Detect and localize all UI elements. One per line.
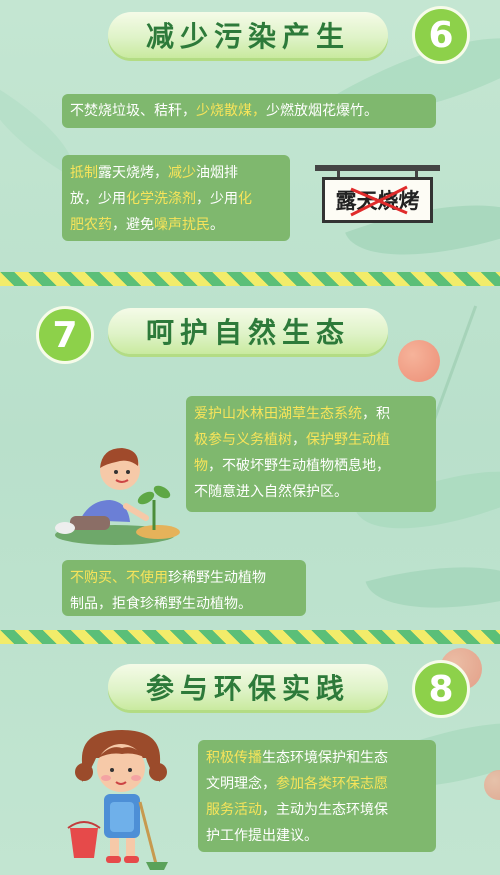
section8-title: 参与环保实践 (108, 664, 388, 710)
sign-post (337, 171, 340, 179)
no-barbecue-sign: 露天烧烤 (315, 165, 440, 230)
highlight-text: 物 (194, 458, 208, 474)
sign-bar (315, 165, 440, 171)
section7-text-box-1: 爱护山水林田湖草生态系统，积 极参与义务植树，保护野生动植 物，不破坏野生动植物… (186, 396, 436, 512)
text: ，少用 (196, 191, 238, 207)
orb-decoration (484, 770, 500, 800)
stripe-divider (0, 630, 500, 644)
text: 油烟排 (196, 165, 238, 181)
highlight-text: 服务活动 (206, 802, 262, 818)
sign-post (415, 171, 418, 179)
text: 护工作提出建议。 (206, 828, 318, 844)
highlight-text: 参加各类环保志愿 (276, 776, 388, 792)
text: 放，少用 (70, 191, 126, 207)
highlight-text: 少烧散煤， (196, 103, 266, 119)
highlight-text: 不购买、不使用 (70, 570, 168, 586)
highlight-text: 化 (238, 191, 252, 207)
boy-planting-illustration (55, 448, 180, 545)
text: 不焚烧垃圾、秸秆， (70, 103, 196, 119)
section6-text-box-1: 不焚烧垃圾、秸秆，少烧散煤，少燃放烟花爆竹。 (62, 94, 436, 128)
highlight-text: 积极传播 (206, 750, 262, 766)
highlight-text: 保护野生动植 (306, 432, 390, 448)
girl-cleaning-illustration (67, 730, 168, 870)
text: ，主动为生态环境保 (262, 802, 388, 818)
section8-number-badge: 8 (412, 660, 470, 718)
text: 制品，拒食珍稀野生动植物。 (70, 596, 252, 612)
text: ，积 (362, 406, 390, 422)
section6-number-badge: 6 (412, 6, 470, 64)
text: 不随意进入自然保护区。 (194, 484, 348, 500)
section7-number-badge: 7 (36, 306, 94, 364)
section8-text-box-1: 积极传播生态环境保护和生态 文明理念，参加各类环保志愿 服务活动，主动为生态环境… (198, 740, 436, 852)
text: 珍稀野生动植物 (168, 570, 266, 586)
highlight-text: 减少 (168, 165, 196, 181)
cross-out-icon (350, 185, 408, 217)
text: 生态环境保护和生态 (262, 750, 388, 766)
text: 露天烧烤， (98, 165, 168, 181)
text: 文明理念， (206, 776, 276, 792)
text: 。 (210, 217, 224, 233)
text: ，避免 (112, 217, 154, 233)
section7-title: 呵护自然生态 (108, 308, 388, 354)
section7-text-box-2: 不购买、不使用珍稀野生动植物 制品，拒食珍稀野生动植物。 (62, 560, 306, 616)
highlight-text: 抵制 (70, 165, 98, 181)
highlight-text: 化学洗涤剂 (126, 191, 196, 207)
section6-title: 减少污染产生 (108, 12, 388, 58)
section6-text-box-2: 抵制露天烧烤，减少油烟排 放，少用化学洗涤剂，少用化 肥农药，避免噪声扰民。 (62, 155, 290, 241)
highlight-text: 爱护山水林田湖草生态系统 (194, 406, 362, 422)
highlight-text: 肥农药 (70, 217, 112, 233)
highlight-text: 极参与义务植树 (194, 432, 292, 448)
leaf-decoration (365, 540, 500, 635)
text: 少燃放烟花爆竹。 (266, 103, 378, 119)
highlight-text: 噪声扰民 (154, 217, 210, 233)
text: ，不破坏野生动植物栖息地， (208, 458, 390, 474)
text: ， (292, 432, 306, 448)
stripe-divider (0, 272, 500, 286)
orb-decoration (398, 340, 440, 382)
